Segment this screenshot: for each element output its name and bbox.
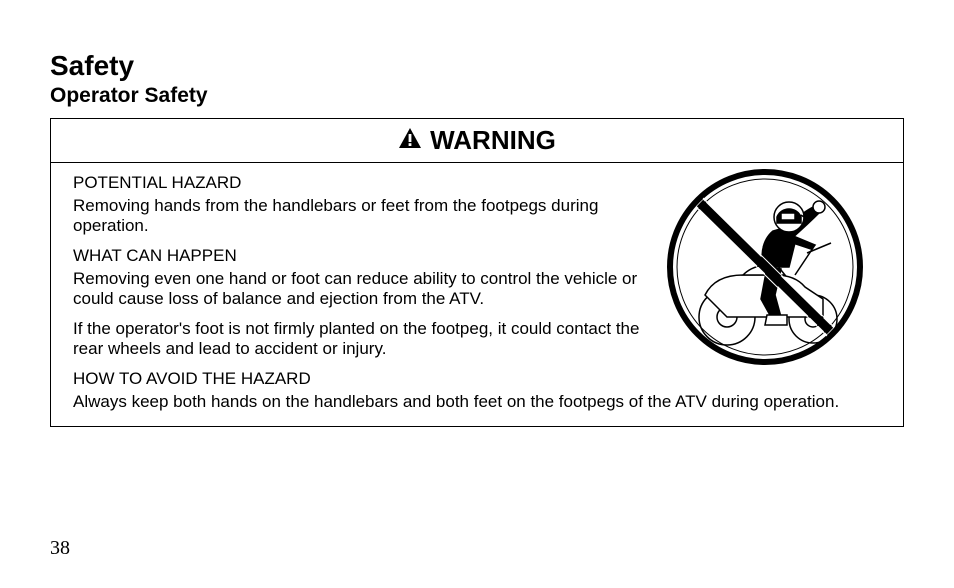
avoid-section: HOW TO AVOID THE HAZARD Always keep both… xyxy=(73,369,881,412)
warning-header-text: WARNING xyxy=(430,125,556,156)
happen-label: WHAT CAN HAPPEN xyxy=(73,246,643,266)
prohibition-graphic xyxy=(655,167,875,367)
warning-box: WARNING POTENTIAL HAZARD Removing hands … xyxy=(50,118,904,427)
happen-text-2: If the operator's foot is not firmly pla… xyxy=(73,319,643,359)
warning-header: WARNING xyxy=(51,119,903,163)
warning-body: POTENTIAL HAZARD Removing hands from the… xyxy=(51,163,903,426)
happen-text-1: Removing even one hand or foot can reduc… xyxy=(73,269,643,309)
warning-triangle-icon xyxy=(398,125,422,156)
hazard-label: POTENTIAL HAZARD xyxy=(73,173,643,193)
avoid-label: HOW TO AVOID THE HAZARD xyxy=(73,369,881,389)
avoid-text: Always keep both hands on the handlebars… xyxy=(73,392,881,412)
hazard-text: Removing hands from the handlebars or fe… xyxy=(73,196,643,236)
page-number: 38 xyxy=(50,537,70,560)
warning-text-column: POTENTIAL HAZARD Removing hands from the… xyxy=(73,173,643,359)
page-title: Safety xyxy=(50,50,904,82)
page-subtitle: Operator Safety xyxy=(50,84,904,108)
